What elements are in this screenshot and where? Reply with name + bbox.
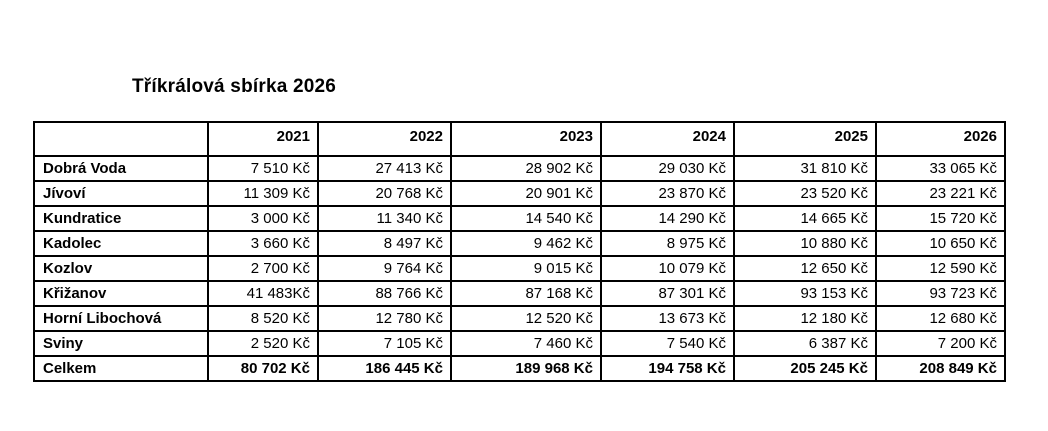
amount-cell: 186 445 Kč <box>317 355 452 382</box>
amount-cell: 14 290 Kč <box>600 205 735 232</box>
amount-cell: 31 810 Kč <box>733 155 877 182</box>
amount-cell: 7 105 Kč <box>317 330 452 357</box>
amount-cell: 12 780 Kč <box>317 305 452 332</box>
row-label: Křižanov <box>33 280 209 307</box>
amount-cell: 88 766 Kč <box>317 280 452 307</box>
amount-cell: 14 665 Kč <box>733 205 877 232</box>
total-row: Celkem 80 702 Kč 186 445 Kč 189 968 Kč 194 7… <box>33 355 1006 382</box>
row-label: Horní Libochová <box>33 305 209 332</box>
amount-cell: 12 680 Kč <box>875 305 1006 332</box>
table-row: Kozlov 2 700 Kč 9 764 Kč 9 015 Kč 10 079 Kč 1… <box>33 255 1006 282</box>
amount-cell: 27 413 Kč <box>317 155 452 182</box>
amount-cell: 87 301 Kč <box>600 280 735 307</box>
amount-cell: 41 483Kč <box>207 280 319 307</box>
table-row: Křižanov 41 483Kč 88 766 Kč 87 168 Kč 87 301… <box>33 280 1006 307</box>
table-row: Kadolec 3 660 Kč 8 497 Kč 9 462 Kč 8 975 Kč 1… <box>33 230 1006 257</box>
amount-cell: 194 758 Kč <box>600 355 735 382</box>
amount-cell: 189 968 Kč <box>450 355 602 382</box>
amount-cell: 10 079 Kč <box>600 255 735 282</box>
amount-cell: 23 520 Kč <box>733 180 877 207</box>
amount-cell: 23 870 Kč <box>600 180 735 207</box>
amount-cell: 93 153 Kč <box>733 280 877 307</box>
amount-cell: 2 700 Kč <box>207 255 319 282</box>
amount-cell: 12 520 Kč <box>450 305 602 332</box>
amount-cell: 7 510 Kč <box>207 155 319 182</box>
amount-cell: 93 723 Kč <box>875 280 1006 307</box>
amount-cell: 3 660 Kč <box>207 230 319 257</box>
amount-cell: 208 849 Kč <box>875 355 1006 382</box>
amount-cell: 10 650 Kč <box>875 230 1006 257</box>
amount-cell: 11 309 Kč <box>207 180 319 207</box>
row-label: Dobrá Voda <box>33 155 209 182</box>
amount-cell: 87 168 Kč <box>450 280 602 307</box>
amount-cell: 28 902 Kč <box>450 155 602 182</box>
year-header-2026: 2026 <box>875 121 1006 157</box>
amount-cell: 12 650 Kč <box>733 255 877 282</box>
amount-cell: 33 065 Kč <box>875 155 1006 182</box>
row-label: Kozlov <box>33 255 209 282</box>
table-row: Kundratice 3 000 Kč 11 340 Kč 14 540 Kč 14 2… <box>33 205 1006 232</box>
table-row: Dobrá Voda 7 510 Kč 27 413 Kč 28 902 Kč 29 0… <box>33 155 1006 182</box>
amount-cell: 20 901 Kč <box>450 180 602 207</box>
amount-cell: 9 462 Kč <box>450 230 602 257</box>
row-label: Celkem <box>33 355 209 382</box>
row-label: Sviny <box>33 330 209 357</box>
year-header-2024: 2024 <box>600 121 735 157</box>
amount-cell: 205 245 Kč <box>733 355 877 382</box>
year-header-2023: 2023 <box>450 121 602 157</box>
amount-cell: 3 000 Kč <box>207 205 319 232</box>
amount-cell: 12 180 Kč <box>733 305 877 332</box>
amount-cell: 23 221 Kč <box>875 180 1006 207</box>
amount-cell: 9 015 Kč <box>450 255 602 282</box>
amount-cell: 8 520 Kč <box>207 305 319 332</box>
year-header-2025: 2025 <box>733 121 877 157</box>
table-row: Sviny 2 520 Kč 7 105 Kč 7 460 Kč 7 540 Kč 6 3… <box>33 330 1006 357</box>
amount-cell: 10 880 Kč <box>733 230 877 257</box>
amount-cell: 14 540 Kč <box>450 205 602 232</box>
amount-cell: 6 387 Kč <box>733 330 877 357</box>
amount-cell: 13 673 Kč <box>600 305 735 332</box>
amount-cell: 11 340 Kč <box>317 205 452 232</box>
amount-cell: 7 460 Kč <box>450 330 602 357</box>
amount-cell: 7 540 Kč <box>600 330 735 357</box>
amount-cell: 15 720 Kč <box>875 205 1006 232</box>
table-row: Horní Libochová 8 520 Kč 12 780 Kč 12 520 K… <box>33 305 1006 332</box>
amount-cell: 29 030 Kč <box>600 155 735 182</box>
amount-cell: 8 975 Kč <box>600 230 735 257</box>
header-row: 2021 2022 2023 2024 2025 2026 <box>33 121 1006 157</box>
row-label: Jívoví <box>33 180 209 207</box>
corner-cell <box>33 121 209 157</box>
amount-cell: 2 520 Kč <box>207 330 319 357</box>
collection-table: 2021 2022 2023 2024 2025 2026 Dobrá Voda… <box>33 121 1006 382</box>
amount-cell: 8 497 Kč <box>317 230 452 257</box>
row-label: Kadolec <box>33 230 209 257</box>
amount-cell: 9 764 Kč <box>317 255 452 282</box>
amount-cell: 12 590 Kč <box>875 255 1006 282</box>
amount-cell: 20 768 Kč <box>317 180 452 207</box>
year-header-2022: 2022 <box>317 121 452 157</box>
page-title: Tříkrálová sbírka 2026 <box>132 76 337 97</box>
table-row: Jívoví 11 309 Kč 20 768 Kč 20 901 Kč 23 870 … <box>33 180 1006 207</box>
amount-cell: 80 702 Kč <box>207 355 319 382</box>
amount-cell: 7 200 Kč <box>875 330 1006 357</box>
row-label: Kundratice <box>33 205 209 232</box>
year-header-2021: 2021 <box>207 121 319 157</box>
